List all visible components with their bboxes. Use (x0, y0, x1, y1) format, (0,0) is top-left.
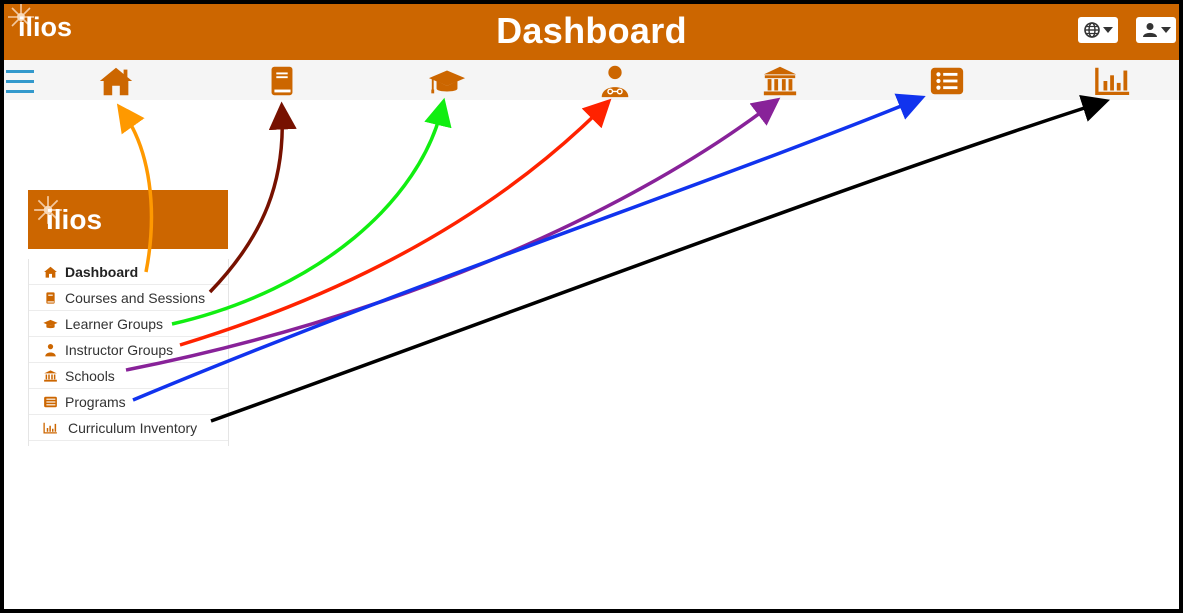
side-menu-item-label: Courses and Sessions (65, 289, 206, 306)
user-doctor-icon (42, 342, 59, 357)
side-menu-item-label: Schools (65, 367, 115, 384)
user-menu-button[interactable] (1136, 17, 1176, 43)
home-icon[interactable] (97, 64, 135, 98)
arrow-instructor-groups-to-doctor (179, 98, 612, 347)
list-icon[interactable] (928, 64, 966, 98)
bar-chart-icon (42, 420, 59, 435)
side-panel-header: ilios (28, 190, 228, 249)
side-menu-item-label: Curriculum Inventory (68, 419, 198, 436)
user-icon (1142, 23, 1157, 37)
hamburger-menu-icon[interactable] (6, 70, 34, 94)
list-icon (42, 394, 59, 409)
arrow-programs-to-list (132, 93, 926, 402)
side-menu-item-learner-groups[interactable]: Learner Groups (29, 311, 228, 337)
university-icon (42, 368, 59, 383)
side-menu-item-curriculum-inventory[interactable]: Curriculum Inventory (29, 415, 228, 441)
side-menu: Dashboard Courses and Sessions Learner G… (28, 259, 229, 446)
sparkle-icon (34, 196, 62, 224)
side-menu-item-label: Dashboard (65, 263, 139, 280)
sparkle-icon (8, 4, 34, 30)
side-menu-item-instructor-groups[interactable]: Instructor Groups (29, 337, 228, 363)
bar-chart-icon[interactable] (1094, 64, 1132, 98)
side-menu-item-programs[interactable]: Programs (29, 389, 228, 415)
language-menu-button[interactable] (1078, 17, 1118, 43)
logo-text: ilios (18, 12, 73, 42)
ilios-logo[interactable]: ilios (8, 4, 73, 43)
side-menu-item-label: Programs (65, 393, 126, 410)
page-title: Dashboard (496, 10, 687, 51)
arrow-curriculum-to-chart (210, 95, 1110, 423)
book-icon (42, 290, 59, 305)
side-menu-item-schools[interactable]: Schools (29, 363, 228, 389)
chevron-down-icon (1102, 27, 1113, 33)
side-menu-item-dashboard[interactable]: Dashboard (29, 259, 228, 285)
home-icon (42, 264, 59, 279)
side-menu-item-courses-and-sessions[interactable]: Courses and Sessions (29, 285, 228, 311)
icon-navbar (4, 60, 1179, 100)
ilios-logo[interactable]: ilios (34, 196, 103, 236)
logo-text: ilios (46, 204, 103, 235)
chevron-down-icon (1160, 27, 1171, 33)
book-icon[interactable] (263, 64, 301, 98)
graduation-cap-icon (42, 316, 59, 331)
user-doctor-icon[interactable] (596, 64, 634, 98)
graduation-cap-icon[interactable] (428, 64, 466, 98)
side-menu-item-label: Learner Groups (65, 315, 164, 332)
side-menu-item-label: Instructor Groups (65, 341, 174, 358)
globe-icon (1083, 22, 1100, 38)
university-icon[interactable] (761, 64, 799, 98)
top-header: ilios Dashboard (4, 4, 1179, 60)
